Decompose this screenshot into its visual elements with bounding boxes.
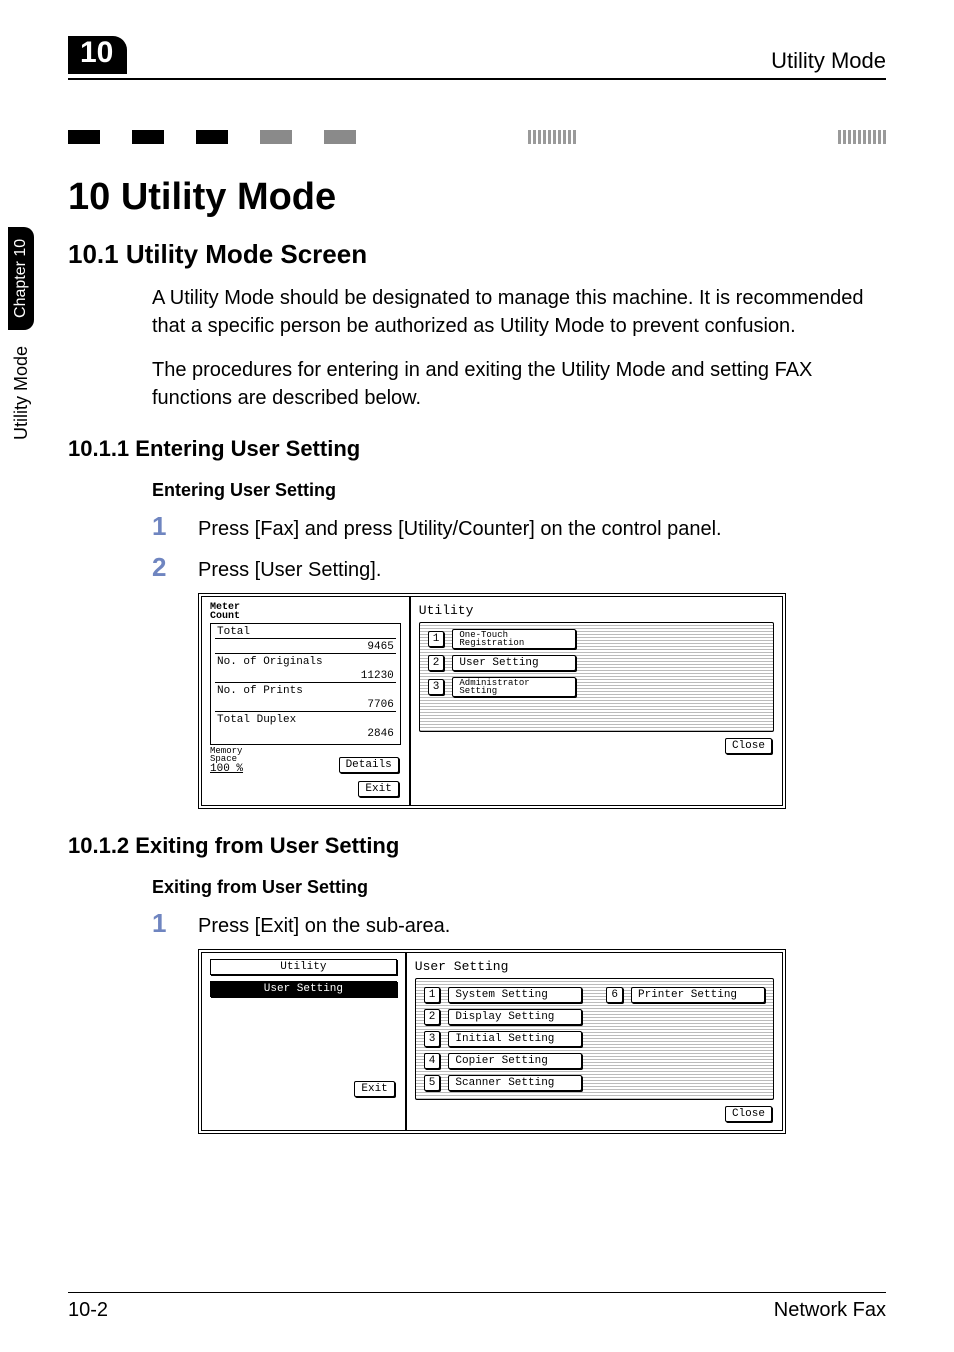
meter-count-label: Meter Count: [210, 603, 401, 621]
menu-number: 2: [428, 655, 445, 671]
menu-initial-setting[interactable]: Initial Setting: [448, 1031, 582, 1047]
lcd2-right-column: User Setting 1 System Setting 2 Display Se…: [407, 953, 782, 1130]
page-number: 10-2: [68, 1299, 108, 1322]
side-tab: Utility Mode Chapter 10: [8, 227, 34, 440]
user-setting-title: User Setting: [415, 959, 774, 974]
section-10-1-1-heading: 10.1.1 Entering User Setting: [68, 436, 886, 462]
duplex-value: 2846: [367, 728, 393, 740]
page-header: 10 Utility Mode: [68, 36, 886, 80]
menu-admin-setting[interactable]: Administrator Setting: [452, 677, 576, 697]
memory-value: 100 %: [210, 763, 243, 775]
lcd-panel-user-setting: Utility User Setting Exit User Setting 1…: [198, 949, 786, 1134]
menu-number: 3: [424, 1031, 441, 1047]
step-2-text: Press [User Setting].: [198, 559, 381, 582]
sidebar-user-setting-selected[interactable]: User Setting: [210, 981, 397, 997]
duplex-label: Total Duplex: [217, 714, 296, 726]
prints-label: No. of Prints: [217, 685, 303, 697]
menu-user-setting[interactable]: User Setting: [452, 655, 576, 671]
sidebar-utility[interactable]: Utility: [210, 959, 397, 975]
close-button[interactable]: Close: [725, 1106, 772, 1122]
lcd2-left-column: Utility User Setting Exit: [202, 953, 407, 1130]
section-10-1-para2: The procedures for entering in and exiti…: [152, 356, 886, 412]
page-footer: 10-2 Network Fax: [68, 1292, 886, 1322]
menu-number: 5: [424, 1075, 441, 1091]
side-tab-text: Utility Mode: [11, 346, 32, 440]
menu-number: 1: [428, 631, 445, 647]
section-10-1-1-sub: Entering User Setting: [152, 480, 886, 501]
menu-copier-setting[interactable]: Copier Setting: [448, 1053, 582, 1069]
details-button[interactable]: Details: [339, 757, 399, 773]
memory-label: Memory Space: [210, 747, 243, 763]
chapter-title: 10 Utility Mode: [68, 176, 886, 219]
exit-button[interactable]: Exit: [358, 781, 398, 797]
lcd-panel-utility: Meter Count Total 9465 No. of Originals …: [198, 593, 786, 809]
section-10-1-2-heading: 10.1.2 Exiting from User Setting: [68, 833, 886, 859]
lcd-left-column: Meter Count Total 9465 No. of Originals …: [202, 597, 411, 805]
menu-display-setting[interactable]: Display Setting: [448, 1009, 582, 1025]
menu-number: 4: [424, 1053, 441, 1069]
exit-button[interactable]: Exit: [354, 1081, 394, 1097]
menu-printer-setting[interactable]: Printer Setting: [631, 987, 765, 1003]
menu-system-setting[interactable]: System Setting: [448, 987, 582, 1003]
section-10-1-heading: 10.1 Utility Mode Screen: [68, 239, 886, 270]
decorative-bar: [68, 130, 886, 148]
total-value: 9465: [367, 641, 393, 653]
step-1b-text: Press [Exit] on the sub-area.: [198, 915, 450, 938]
menu-one-touch[interactable]: One-Touch Registration: [452, 629, 576, 649]
footer-right: Network Fax: [774, 1299, 886, 1322]
menu-number: 2: [424, 1009, 441, 1025]
menu-number: 1: [424, 987, 441, 1003]
step-2: 2 Press [User Setting].: [152, 552, 886, 583]
header-right-label: Utility Mode: [771, 48, 886, 74]
originals-value: 11230: [361, 670, 394, 682]
close-button[interactable]: Close: [725, 738, 772, 754]
lcd-right-column: Utility 1 One-Touch Registration 2 User Se…: [411, 597, 782, 805]
menu-number: 3: [428, 679, 445, 695]
utility-title: Utility: [419, 603, 774, 618]
step-1-b: 1 Press [Exit] on the sub-area.: [152, 908, 886, 939]
step-number: 1: [152, 908, 198, 939]
originals-label: No. of Originals: [217, 656, 323, 668]
section-10-1-2-sub: Exiting from User Setting: [152, 877, 886, 898]
menu-scanner-setting[interactable]: Scanner Setting: [448, 1075, 582, 1091]
total-label: Total: [217, 626, 250, 638]
step-1-text: Press [Fax] and press [Utility/Counter] …: [198, 518, 722, 541]
chapter-badge: 10: [68, 36, 127, 74]
menu-number: 6: [606, 987, 623, 1003]
section-10-1-para1: A Utility Mode should be designated to m…: [152, 284, 886, 340]
prints-value: 7706: [367, 699, 393, 711]
step-number: 2: [152, 552, 198, 583]
step-number: 1: [152, 511, 198, 542]
side-tab-chapter: Chapter 10: [8, 227, 34, 330]
step-1: 1 Press [Fax] and press [Utility/Counter…: [152, 511, 886, 542]
